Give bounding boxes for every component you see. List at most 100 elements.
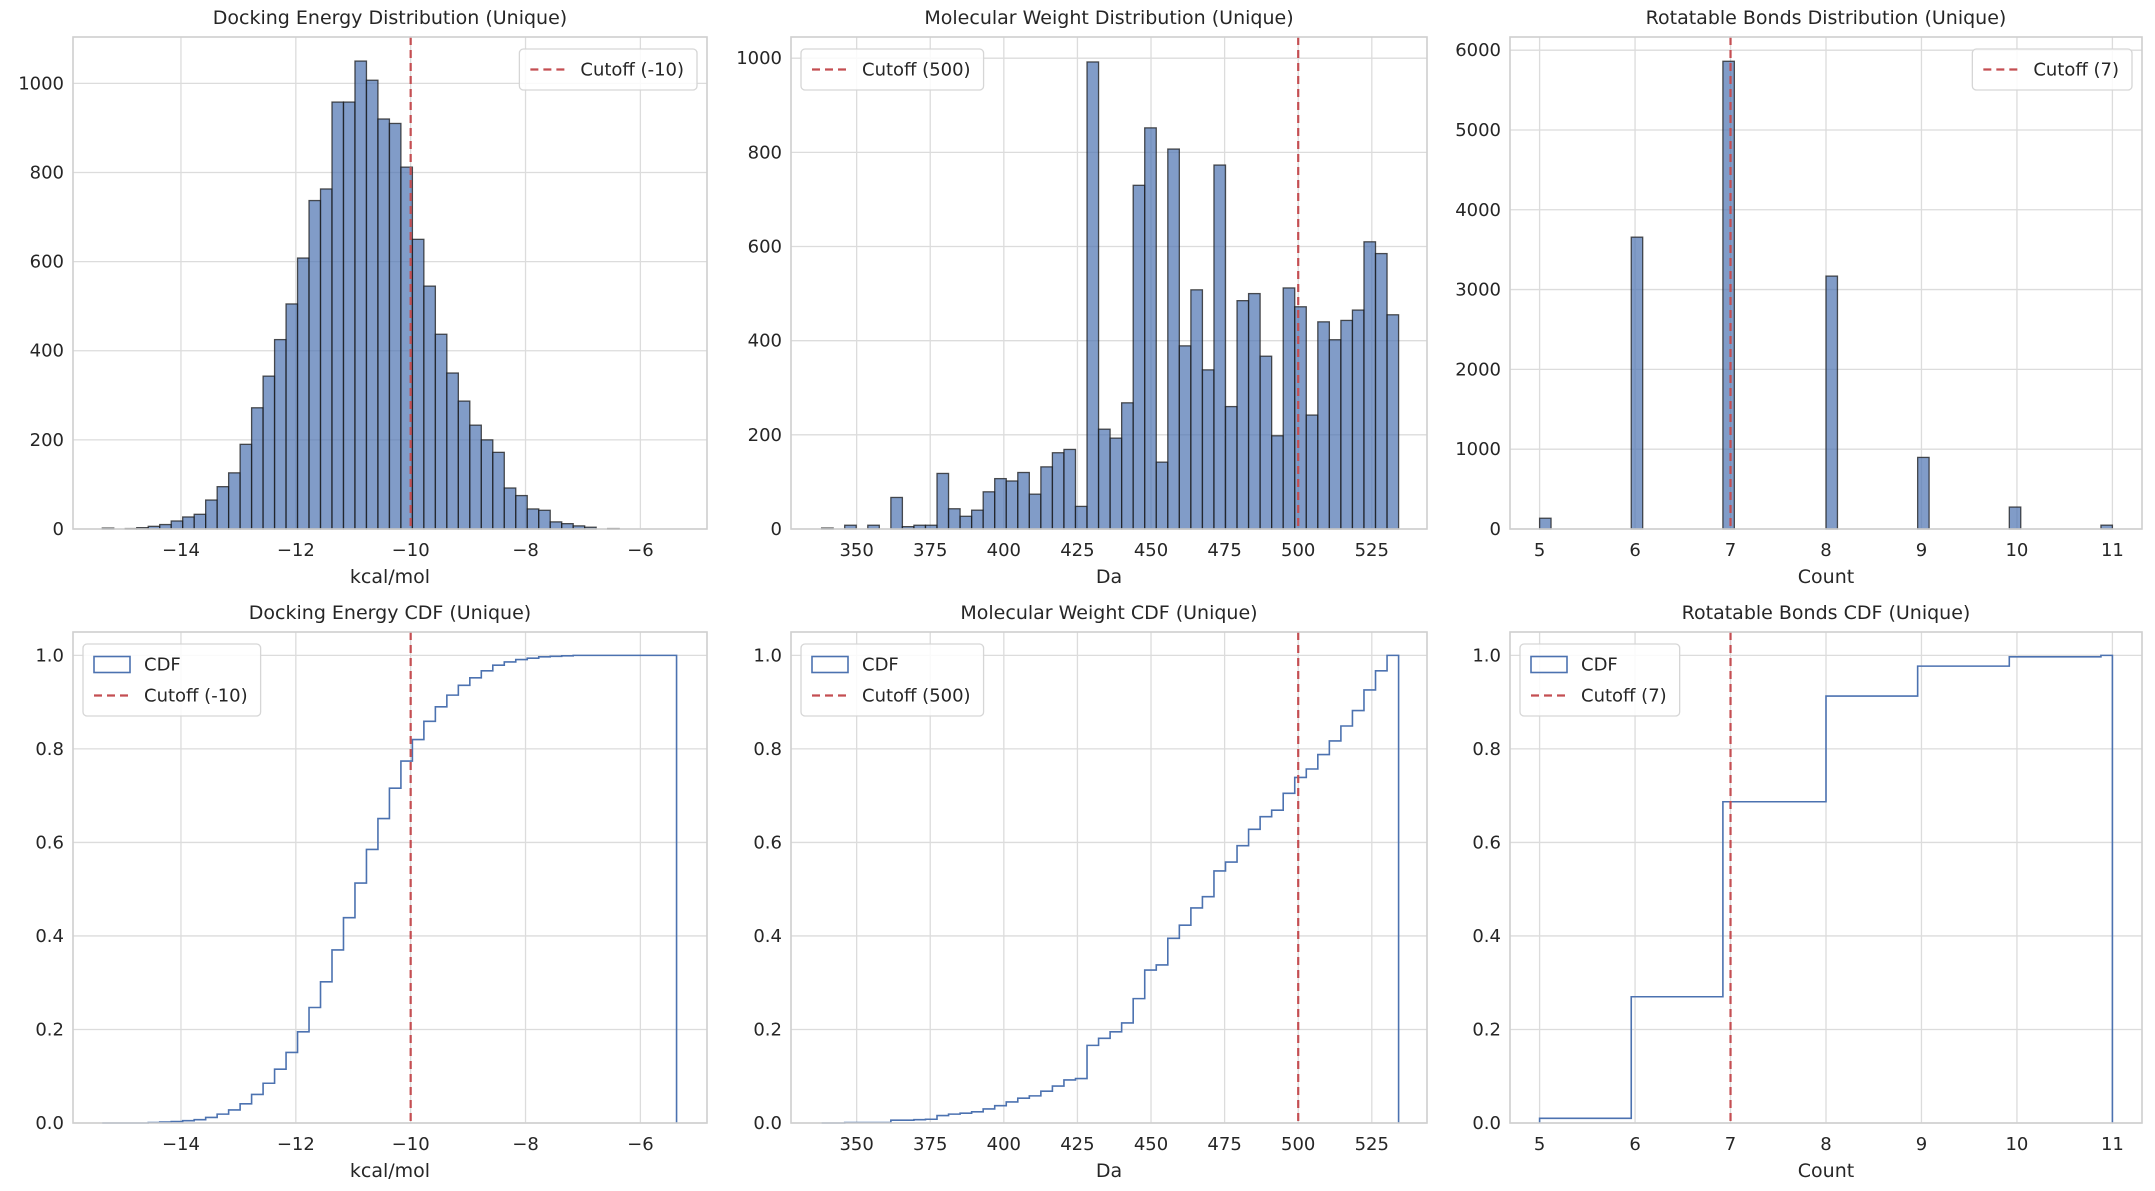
y-tick-label: 400 xyxy=(748,331,782,352)
y-tick-label: 0.2 xyxy=(35,1019,64,1040)
x-tick-label: 6 xyxy=(1629,540,1640,561)
legend-box xyxy=(82,643,262,717)
x-tick-label: 11 xyxy=(2101,1134,2124,1155)
x-tick-label: 8 xyxy=(1820,1134,1831,1155)
histogram-bar xyxy=(354,60,368,530)
x-tick-label: −6 xyxy=(627,1134,654,1155)
legend-label: Cutoff (500) xyxy=(862,686,971,707)
histogram-bar xyxy=(1201,369,1215,530)
x-tick-label: 8 xyxy=(1820,540,1831,561)
legend-label: Cutoff (-10) xyxy=(580,60,684,81)
histogram-bar xyxy=(1247,292,1261,530)
y-tick-label: 4000 xyxy=(1455,200,1501,221)
histogram-bar xyxy=(1028,493,1042,530)
histogram-bar xyxy=(1236,300,1250,530)
histogram-bar xyxy=(1132,184,1146,530)
x-tick-label: 375 xyxy=(913,540,947,561)
histogram-bar xyxy=(1120,402,1134,530)
histogram-bar xyxy=(1386,314,1400,530)
y-tick-label: 600 xyxy=(748,237,782,258)
histogram-bar xyxy=(890,496,904,530)
y-tick-label: 0.2 xyxy=(1472,1019,1501,1040)
histogram-bar xyxy=(480,439,494,530)
axes-frame xyxy=(72,36,708,530)
histogram-bar xyxy=(239,443,253,530)
legend-label: Cutoff (500) xyxy=(862,60,971,81)
axes-frame xyxy=(1509,631,2143,1124)
histogram-bar xyxy=(1317,321,1331,530)
histogram-bar xyxy=(285,303,299,530)
histogram-bar xyxy=(549,521,563,530)
histogram-bar xyxy=(1167,148,1180,530)
histogram-bar xyxy=(1051,452,1065,530)
x-axis-label: Da xyxy=(1096,566,1122,588)
axes-frame xyxy=(790,631,1428,1124)
y-tick-label: 0.6 xyxy=(1472,832,1501,853)
chart-title: Docking Energy CDF (Unique) xyxy=(249,602,531,624)
y-tick-label: 1000 xyxy=(1455,439,1501,460)
y-tick-label: 1.0 xyxy=(1472,645,1501,666)
histogram-bar xyxy=(1351,309,1365,530)
histogram-bar xyxy=(959,515,973,530)
y-tick-label: 0.2 xyxy=(753,1019,782,1040)
legend-label: Cutoff (-10) xyxy=(144,686,248,707)
x-axis-label: Count xyxy=(1798,566,1854,588)
y-tick-label: 0.6 xyxy=(753,832,782,853)
histogram-bar xyxy=(262,375,276,530)
x-tick-label: 450 xyxy=(1134,540,1168,561)
histogram-bar xyxy=(411,238,425,530)
rotatable-bonds-cdf-panel: 5 6 7 8 9 10 11 0.0 0.2 0.4 0.6 0.8 1.0 Rotatable Bon… xyxy=(1472,602,2143,1182)
histogram-bar xyxy=(273,338,287,530)
histogram-bar xyxy=(319,188,333,530)
x-tick-label: 5 xyxy=(1534,1134,1545,1155)
chart-title: Rotatable Bonds CDF (Unique) xyxy=(1682,602,1971,624)
histogram-bar xyxy=(342,101,356,530)
axes-frame xyxy=(72,631,708,1124)
x-axis-label: kcal/mol xyxy=(350,566,430,588)
histogram-bar xyxy=(1155,461,1169,530)
histogram-bar xyxy=(469,424,482,530)
y-tick-label: 0.4 xyxy=(1472,926,1501,947)
x-tick-label: −8 xyxy=(512,1134,539,1155)
histogram-bar xyxy=(1074,505,1088,530)
y-tick-label: 3000 xyxy=(1455,280,1501,301)
y-tick-label: 200 xyxy=(748,425,782,446)
histogram-bar xyxy=(947,508,961,530)
chart-title: Rotatable Bonds Distribution (Unique) xyxy=(1646,7,2007,29)
x-tick-label: 525 xyxy=(1355,1134,1389,1155)
x-tick-label: 7 xyxy=(1725,540,1736,561)
histogram-bar xyxy=(492,451,505,530)
legend-label: Cutoff (7) xyxy=(1581,686,1667,707)
chart-title: Molecular Weight Distribution (Unique) xyxy=(924,7,1293,29)
cdf-step-line xyxy=(1538,654,2114,1123)
histogram-bar xyxy=(1825,275,1839,530)
histogram-bar xyxy=(1722,60,1736,530)
legend: Cutoff (-10) xyxy=(518,48,698,91)
legend-box xyxy=(518,48,698,91)
histogram-bar xyxy=(936,472,950,530)
legend-label: CDF xyxy=(144,655,181,676)
x-tick-label: 11 xyxy=(2101,540,2124,561)
x-tick-label: −12 xyxy=(277,540,315,561)
histogram-bar xyxy=(365,79,379,530)
histogram-bar xyxy=(1005,480,1019,530)
histogram-bar xyxy=(1305,414,1319,530)
legend-outline-box-icon xyxy=(811,655,849,674)
docking-energy-histogram-panel: −14 −12 −10 −8 −6 0 200 400 600 800 1000 Docking En… xyxy=(18,7,708,588)
legend: Cutoff (500) xyxy=(800,48,985,91)
y-tick-label: 0 xyxy=(53,519,64,540)
histogram-bar xyxy=(1086,61,1100,530)
x-tick-label: 7 xyxy=(1725,1134,1736,1155)
histogram-bar xyxy=(331,101,345,530)
y-tick-label: 1.0 xyxy=(35,645,64,666)
x-tick-label: 350 xyxy=(839,540,873,561)
legend: CDF Cutoff (-10) xyxy=(82,643,262,717)
x-tick-label: 10 xyxy=(2005,1134,2028,1155)
histogram-bar xyxy=(994,477,1007,530)
histogram-bar xyxy=(193,513,207,530)
x-tick-label: −10 xyxy=(392,1134,430,1155)
x-tick-label: 525 xyxy=(1355,540,1389,561)
y-tick-label: 0 xyxy=(1490,519,1501,540)
histogram-bar xyxy=(1538,517,1552,530)
histogram-bar xyxy=(1916,456,1930,530)
